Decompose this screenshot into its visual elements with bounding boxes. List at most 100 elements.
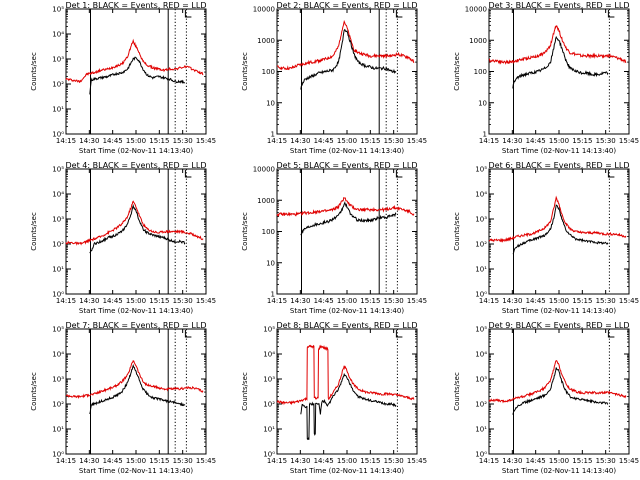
x-tick-label: 14:15 (56, 457, 76, 465)
x-axis-label: Start Time (02-Nov-11 14:13:40) (502, 147, 616, 155)
bracket-marker (607, 330, 615, 338)
y-axis-label: Counts/sec (30, 52, 38, 91)
events-series-line (512, 35, 609, 89)
y-tick-label: 10⁵ (263, 326, 275, 334)
x-tick-label: 15:30 (173, 457, 193, 465)
y-tick-label: 10² (52, 241, 64, 249)
lld-series-line (65, 200, 204, 246)
y-tick-label: 10³ (52, 56, 64, 64)
y-tick-label: 10⁰ (52, 291, 64, 299)
plot-frame (65, 168, 207, 295)
x-tick-label: 15:30 (596, 137, 616, 145)
x-tick-label: 15:00 (337, 137, 357, 145)
lld-series-line (488, 25, 627, 65)
events-series-line (300, 372, 397, 441)
y-tick-label: 10⁴ (475, 351, 487, 359)
x-tick-label: 14:15 (267, 137, 287, 145)
y-tick-label: 10⁵ (52, 166, 64, 174)
x-axis-label: Start Time (02-Nov-11 14:13:40) (290, 147, 404, 155)
y-tick-label: 10⁴ (52, 31, 64, 39)
plot-frame (276, 168, 418, 295)
y-axis-label: Counts/sec (30, 372, 38, 411)
x-tick-label: 15:00 (126, 297, 146, 305)
x-tick-label: 15:45 (407, 457, 427, 465)
y-tick-label: 10² (475, 401, 487, 409)
y-tick-label: 10⁰ (52, 451, 64, 459)
x-tick-label: 14:30 (502, 137, 522, 145)
plot-frame (276, 328, 418, 455)
y-tick-label: 100 (262, 228, 275, 236)
panel-det-4: Det 4: BLACK = Events, RED = LLD Counts/s… (30, 161, 216, 315)
y-tick-label: 10⁰ (263, 451, 275, 459)
x-tick-label: 14:30 (79, 297, 99, 305)
y-tick-label: 10³ (52, 376, 64, 384)
x-tick-label: 15:30 (384, 137, 404, 145)
lld-series-line (276, 344, 415, 406)
panel-det-5: Det 5: BLACK = Events, RED = LLD Counts/s… (241, 161, 427, 315)
x-tick-label: 15:45 (619, 457, 639, 465)
y-tick-label: 10² (475, 241, 487, 249)
x-tick-label: 15:00 (549, 137, 569, 145)
y-tick-label: 1000 (257, 197, 275, 205)
y-axis-label: Counts/sec (241, 52, 249, 91)
x-tick-label: 15:45 (407, 137, 427, 145)
lld-series-line (65, 38, 204, 84)
x-axis-label: Start Time (02-Nov-11 14:13:40) (502, 307, 616, 315)
panel-title: Det 1: BLACK = Events, RED = LLD (66, 1, 207, 10)
x-tick-label: 15:00 (337, 297, 357, 305)
y-tick-label: 10² (52, 81, 64, 89)
x-axis-label: Start Time (02-Nov-11 14:13:40) (79, 307, 193, 315)
x-tick-label: 15:00 (126, 457, 146, 465)
x-tick-label: 15:45 (619, 137, 639, 145)
x-tick-label: 14:15 (267, 297, 287, 305)
panel-title: Det 3: BLACK = Events, RED = LLD (489, 1, 630, 10)
x-tick-label: 14:45 (103, 457, 123, 465)
x-axis-label: Start Time (02-Nov-11 14:13:40) (79, 147, 193, 155)
lld-series-line (488, 195, 627, 243)
events-series-line (89, 363, 186, 415)
y-tick-label: 10² (263, 401, 275, 409)
y-tick-label: 10³ (475, 376, 487, 384)
x-axis-label: Start Time (02-Nov-11 14:13:40) (290, 307, 404, 315)
panel-title: Det 7: BLACK = Events, RED = LLD (66, 321, 207, 330)
x-axis-label: Start Time (02-Nov-11 14:13:40) (290, 467, 404, 475)
x-tick-label: 15:00 (337, 457, 357, 465)
x-tick-label: 14:30 (290, 297, 310, 305)
y-tick-label: 10⁴ (475, 191, 487, 199)
y-tick-label: 10¹ (263, 426, 275, 434)
bracket-marker (395, 330, 403, 338)
x-tick-label: 15:45 (407, 297, 427, 305)
panel-det-2: Det 2: BLACK = Events, RED = LLD Counts/s… (241, 1, 427, 155)
bracket-marker (184, 10, 192, 18)
x-tick-label: 15:30 (384, 297, 404, 305)
y-tick-label: 10⁵ (475, 166, 487, 174)
x-tick-label: 15:45 (196, 457, 216, 465)
panel-det-8: Det 8: BLACK = Events, RED = LLD Counts/s… (241, 321, 427, 475)
y-tick-label: 10⁰ (475, 291, 487, 299)
y-tick-label: 10⁴ (263, 351, 275, 359)
y-tick-label: 10¹ (475, 426, 487, 434)
x-tick-label: 14:45 (103, 137, 123, 145)
y-tick-label: 10 (478, 99, 487, 107)
x-axis-label: Start Time (02-Nov-11 14:13:40) (502, 467, 616, 475)
x-axis-label: Start Time (02-Nov-11 14:13:40) (79, 467, 193, 475)
lld-series-line (65, 360, 204, 400)
y-tick-label: 10000 (465, 6, 487, 14)
y-axis-label: Counts/sec (30, 212, 38, 251)
y-tick-label: 1000 (257, 37, 275, 45)
panel-title: Det 5: BLACK = Events, RED = LLD (277, 161, 418, 170)
y-tick-label: 10⁴ (52, 191, 64, 199)
panel-title: Det 2: BLACK = Events, RED = LLD (277, 1, 418, 10)
events-series-line (89, 203, 186, 254)
events-series-line (512, 367, 609, 415)
panel-title: Det 9: BLACK = Events, RED = LLD (489, 321, 630, 330)
panel-title: Det 4: BLACK = Events, RED = LLD (66, 161, 207, 170)
y-tick-label: 1 (271, 131, 275, 139)
x-tick-label: 14:30 (502, 297, 522, 305)
x-tick-label: 14:30 (502, 457, 522, 465)
y-tick-label: 10² (52, 401, 64, 409)
panel-title: Det 6: BLACK = Events, RED = LLD (489, 161, 630, 170)
y-axis-label: Counts/sec (241, 212, 249, 251)
bracket-marker (184, 330, 192, 338)
